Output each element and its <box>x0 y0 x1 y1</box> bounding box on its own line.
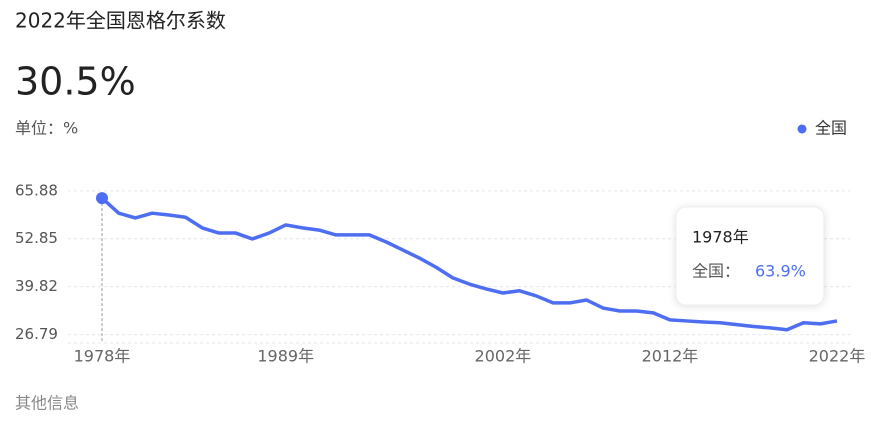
footer: 其他信息 <box>15 394 79 413</box>
legend-marker <box>797 124 807 134</box>
tooltip-box <box>675 206 825 306</box>
tooltip-series: 全国： <box>692 262 740 281</box>
headline: 30.5% <box>15 60 136 104</box>
title: 2022年全国恩格尔系数 <box>15 9 226 33</box>
legend-label: 全国 <box>815 119 847 138</box>
tooltip-value: 63.9% <box>755 262 806 281</box>
x-tick-label: 1989年 <box>257 347 314 366</box>
y-tick-label: 39.82 <box>15 277 58 295</box>
x-tick-label: 1978年 <box>74 347 131 366</box>
data-line <box>100 196 838 332</box>
highlight-point <box>96 192 108 205</box>
x-tick-label: 2012年 <box>642 347 699 366</box>
tooltip-category: 1978年 <box>692 228 749 247</box>
x-tick-label: 2022年 <box>809 347 866 366</box>
y-tick-label: 26.79 <box>15 325 58 343</box>
y-tick-label: 52.85 <box>15 229 58 247</box>
x-tick-label: 2002年 <box>475 347 532 366</box>
unit: 单位：% <box>15 119 78 138</box>
y-tick-label: 65.88 <box>15 181 58 199</box>
